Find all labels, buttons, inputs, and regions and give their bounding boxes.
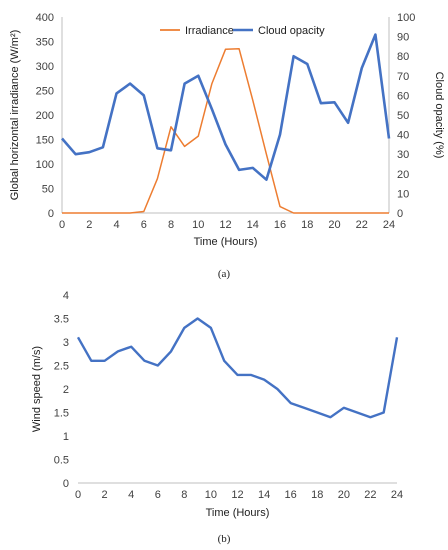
y-tick-label: 1.5 bbox=[54, 408, 69, 420]
y-tick-label: 0 bbox=[48, 208, 54, 220]
chart-b: 0 2 4 6 8 10 12 14 16 18 20 22 2400.511.522.533.54Ti… bbox=[31, 290, 403, 545]
y-tick-label: 4 bbox=[63, 290, 69, 302]
y2-tick-label: 50 bbox=[397, 110, 409, 122]
y2-tick-label: 40 bbox=[397, 130, 409, 142]
x-tick-label: 24 bbox=[391, 489, 403, 501]
y-tick-label: 3 bbox=[63, 337, 69, 349]
y-tick-label: 0.5 bbox=[54, 455, 69, 467]
y2-tick-label: 10 bbox=[397, 188, 409, 200]
y-tick-label: 350 bbox=[36, 37, 54, 49]
x-tick-label: 18 bbox=[311, 489, 323, 501]
x-tick-label: 22 bbox=[356, 219, 368, 231]
x-tick-label: 14 bbox=[258, 489, 270, 501]
x-tick-label: 24 bbox=[383, 219, 395, 231]
x-tick-label: 16 bbox=[274, 219, 286, 231]
legend-entry: Cloud opacity bbox=[258, 25, 325, 37]
y-axis-label: Global horizontal irradiance (W/m²) bbox=[9, 30, 21, 201]
y2-tick-label: 100 bbox=[397, 12, 415, 24]
caption-b: (b) bbox=[218, 533, 231, 545]
y2-tick-label: 90 bbox=[397, 32, 409, 44]
x-tick-label: 12 bbox=[219, 219, 231, 231]
y-tick-label: 300 bbox=[36, 61, 54, 73]
y2-tick-label: 30 bbox=[397, 149, 409, 161]
x-axis-label: Time (Hours) bbox=[206, 507, 270, 519]
y-tick-label: 0 bbox=[63, 478, 69, 490]
y-tick-label: 2.5 bbox=[54, 361, 69, 373]
x-axis-label: Time (Hours) bbox=[194, 236, 258, 248]
x-tick-label: 0 bbox=[59, 219, 65, 231]
y-tick-label: 250 bbox=[36, 86, 54, 98]
series-line-cloud-opacity bbox=[61, 33, 391, 181]
series-line-wind-speed bbox=[76, 317, 399, 419]
y-axis-label: Wind speed (m/s) bbox=[31, 346, 43, 432]
caption-a: (a) bbox=[218, 268, 231, 280]
y2-axis-label: Cloud opacity (%) bbox=[433, 72, 445, 159]
x-tick-label: 16 bbox=[285, 489, 297, 501]
legend-entry: Irradiance bbox=[185, 25, 234, 37]
x-tick-label: 20 bbox=[338, 489, 350, 501]
y-tick-label: 3.5 bbox=[54, 314, 69, 326]
x-tick-label: 12 bbox=[231, 489, 243, 501]
x-tick-label: 6 bbox=[141, 219, 147, 231]
y-tick-label: 400 bbox=[36, 12, 54, 24]
y-tick-label: 2 bbox=[63, 384, 69, 396]
series-line-irradiance bbox=[62, 48, 389, 214]
x-tick-label: 6 bbox=[155, 489, 161, 501]
y2-tick-label: 60 bbox=[397, 90, 409, 102]
y-tick-label: 200 bbox=[36, 110, 54, 122]
x-tick-label: 4 bbox=[128, 489, 134, 501]
y2-tick-label: 80 bbox=[397, 51, 409, 63]
x-tick-label: 4 bbox=[113, 219, 119, 231]
x-tick-label: 14 bbox=[247, 219, 259, 231]
y-tick-label: 150 bbox=[36, 135, 54, 147]
x-tick-label: 0 bbox=[75, 489, 81, 501]
y2-tick-label: 20 bbox=[397, 169, 409, 181]
y-tick-label: 100 bbox=[36, 159, 54, 171]
x-tick-label: 10 bbox=[192, 219, 204, 231]
y2-tick-label: 70 bbox=[397, 71, 409, 83]
x-tick-label: 2 bbox=[102, 489, 108, 501]
x-tick-label: 2 bbox=[86, 219, 92, 231]
x-tick-label: 22 bbox=[364, 489, 376, 501]
y-tick-label: 1 bbox=[63, 431, 69, 443]
x-tick-label: 18 bbox=[301, 219, 313, 231]
x-tick-label: 8 bbox=[168, 219, 174, 231]
y2-tick-label: 0 bbox=[397, 208, 403, 220]
x-tick-label: 8 bbox=[181, 489, 187, 501]
y-tick-label: 50 bbox=[42, 184, 54, 196]
x-tick-label: 20 bbox=[328, 219, 340, 231]
chart-a: 0 2 4 6 8 10 12 14 16 18 20 22 240501001502002503003… bbox=[9, 12, 445, 280]
x-tick-label: 10 bbox=[205, 489, 217, 501]
